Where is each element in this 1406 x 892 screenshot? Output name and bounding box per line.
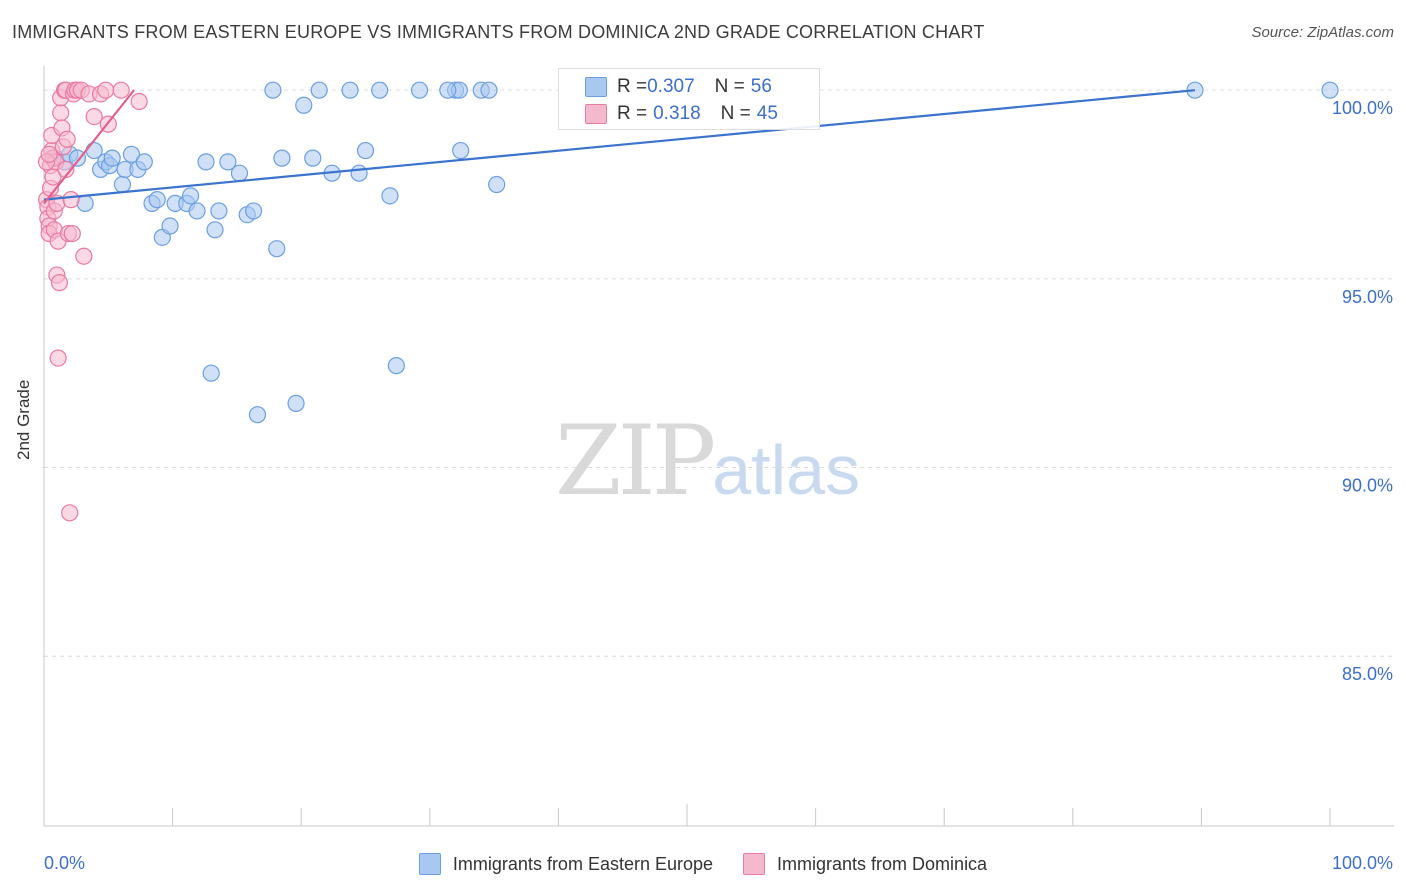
point-eastern-europe [264, 81, 282, 99]
n-value: 45 [756, 103, 778, 124]
legend-item-dominica: Immigrants from Dominica [743, 853, 987, 875]
watermark-atlas: atlas [712, 431, 861, 509]
point-eastern-europe [122, 145, 141, 163]
r-value: 0.318 [653, 103, 701, 124]
point-dominica [97, 81, 115, 99]
legend-swatch-blue [418, 853, 441, 875]
chart-title: IMMIGRANTS FROM EASTERN EUROPE VS IMMIGR… [12, 22, 985, 42]
point-eastern-europe [381, 187, 399, 205]
legend-swatch-pink [743, 853, 766, 875]
point-eastern-europe [480, 81, 498, 99]
point-eastern-europe [210, 202, 228, 220]
point-eastern-europe [206, 221, 224, 239]
point-eastern-europe [76, 194, 94, 212]
legend-swatch-pink [585, 104, 607, 124]
watermark-zip: ZIP [555, 405, 716, 517]
point-eastern-europe [230, 164, 249, 182]
point-eastern-europe [341, 81, 359, 99]
point-eastern-europe [273, 149, 291, 167]
n-label: N = [714, 76, 745, 97]
r-label: R = [617, 103, 648, 124]
point-eastern-europe [350, 164, 368, 182]
point-eastern-europe [371, 81, 389, 99]
legend-label-eastern-europe: Immigrants from Eastern Europe [452, 853, 714, 874]
point-eastern-europe [197, 153, 215, 171]
point-eastern-europe [387, 357, 405, 375]
point-dominica [62, 191, 80, 209]
point-dominica [85, 108, 103, 126]
point-dominica [112, 81, 130, 99]
point-eastern-europe [1321, 81, 1339, 99]
y-axis-title: 2nd Grade [14, 379, 33, 460]
point-dominica [75, 247, 93, 265]
point-dominica [61, 504, 79, 522]
r-label: R = [617, 76, 648, 97]
point-dominica [130, 92, 148, 111]
point-eastern-europe [356, 141, 375, 160]
point-eastern-europe [248, 406, 267, 424]
series-legend: Immigrants from Eastern Europe Immigrant… [0, 850, 1406, 878]
legend-swatch-blue [585, 77, 607, 97]
correlation-legend: R = 0.307 N = 56 R = 0.318 N = 45 [558, 68, 820, 130]
point-eastern-europe [295, 96, 313, 114]
point-eastern-europe [202, 364, 220, 382]
legend-row-dominica: R = 0.318 N = 45 [585, 102, 778, 126]
point-eastern-europe [182, 187, 200, 205]
point-eastern-europe [68, 149, 87, 167]
y-tick-label: 90.0% [1342, 476, 1393, 496]
point-dominica [50, 274, 69, 292]
point-dominica [63, 224, 81, 243]
watermark: ZIPatlas [555, 405, 860, 517]
point-eastern-europe [452, 141, 470, 160]
point-eastern-europe [488, 175, 506, 194]
x-tick-label: 0.0% [44, 853, 85, 873]
r-value: 0.307 [647, 76, 695, 97]
point-eastern-europe [188, 202, 206, 220]
y-tick-label: 95.0% [1342, 287, 1393, 307]
trendline-eastern-europe [43, 89, 1196, 201]
y-tick-label: 85.0% [1342, 664, 1393, 684]
y-tick-label: 100.0% [1332, 98, 1393, 118]
x-tick-label: 100.0% [1332, 853, 1393, 873]
point-eastern-europe [245, 202, 263, 220]
point-eastern-europe [161, 217, 179, 235]
point-eastern-europe [410, 81, 429, 99]
point-dominica [40, 145, 58, 163]
point-eastern-europe [113, 175, 132, 194]
n-label: N = [720, 103, 751, 124]
legend-label-dominica: Immigrants from Dominica [777, 853, 988, 874]
trendline-dominica [43, 89, 135, 205]
point-eastern-europe [304, 149, 322, 167]
source-label: Source: ZipAtlas.com [1251, 24, 1394, 41]
legend-row-eastern-europe: R = 0.307 N = 56 [585, 75, 772, 99]
n-value: 56 [750, 76, 772, 97]
point-eastern-europe [135, 153, 153, 171]
point-dominica [52, 104, 70, 122]
point-dominica [49, 349, 67, 367]
point-eastern-europe [310, 81, 328, 99]
point-dominica [58, 130, 76, 148]
point-eastern-europe [219, 153, 237, 171]
point-eastern-europe [439, 81, 457, 99]
point-eastern-europe [103, 149, 121, 167]
point-eastern-europe [148, 191, 166, 209]
legend-item-eastern-europe: Immigrants from Eastern Europe [418, 853, 714, 875]
point-eastern-europe [268, 240, 286, 258]
point-eastern-europe [287, 394, 305, 412]
